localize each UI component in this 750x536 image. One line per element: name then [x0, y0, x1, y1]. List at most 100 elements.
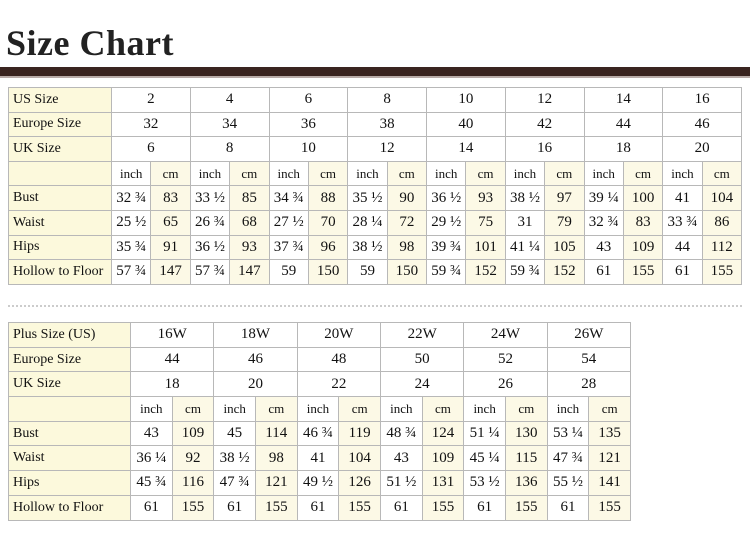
measure-cell: 35 ¾: [110, 234, 152, 261]
measure-cell: 91: [150, 234, 191, 261]
measure-cell: 121: [588, 445, 631, 472]
size-cell: 32: [111, 111, 191, 138]
measure-cell: 36 ½: [425, 185, 467, 211]
row-label: Europe Size: [8, 111, 112, 138]
unit-label: cm: [338, 396, 381, 422]
measure-cell: 61: [130, 494, 173, 521]
size-cell: 34: [189, 111, 270, 138]
measure-cell: 155: [622, 259, 664, 285]
size-cell: 16: [504, 136, 585, 162]
measure-cell: 38 ½: [347, 234, 388, 261]
unit-label: inch: [379, 396, 423, 422]
measure-cell: 45: [213, 420, 256, 447]
size-cell: 10: [426, 87, 506, 113]
unit-label: cm: [421, 396, 465, 422]
row-label: Hollow to Floor: [8, 494, 131, 521]
size-cell: 4: [189, 87, 270, 113]
unit-label: cm: [701, 160, 743, 187]
size-cell: 14: [426, 136, 506, 162]
plus-size-table: Plus Size (US) 16W 18W 20W 22W 24W 26W Europe S…: [8, 322, 631, 521]
measure-cell: 38 ½: [504, 185, 546, 211]
unit-row: inch cm inch cm inch cm inch cm inch cm inch cm: [8, 396, 631, 422]
measure-cell: 115: [504, 445, 548, 472]
measure-cell: 147: [150, 259, 191, 285]
size-row: Plus Size (US) 16W 18W 20W 22W 24W 26W: [8, 322, 631, 348]
measure-cell: 32 ¾: [583, 209, 624, 236]
measure-cell: 61: [213, 494, 256, 521]
size-cell: 44: [129, 346, 215, 373]
measure-cell: 93: [465, 185, 506, 211]
unit-label: inch: [504, 160, 546, 187]
size-cell: 14: [583, 87, 664, 113]
measure-cell: 47 ¾: [546, 445, 590, 472]
measure-cell: 27 ½: [268, 209, 309, 236]
measure-cell: 61: [546, 494, 590, 521]
measure-cell: 59: [347, 259, 388, 285]
measure-cell: 41 ¼: [504, 234, 546, 261]
unit-label: inch: [296, 396, 340, 422]
measure-cell: 131: [421, 470, 465, 496]
measure-cell: 45 ¼: [463, 445, 506, 472]
measure-cell: 44: [662, 234, 703, 261]
measure-cell: 45 ¾: [130, 470, 173, 496]
size-cell: 18: [583, 136, 664, 162]
unit-label: cm: [150, 160, 191, 187]
measure-cell: 61: [583, 259, 624, 285]
title-bar: [0, 67, 750, 76]
measure-cell: 61: [296, 494, 340, 521]
size-cell: 20: [213, 371, 298, 398]
unit-label: inch: [425, 160, 467, 187]
measure-cell: 79: [544, 209, 585, 236]
size-cell: 52: [463, 346, 548, 373]
row-label: UK Size: [8, 371, 131, 398]
measure-cell: 43: [130, 420, 173, 447]
measure-cell: 98: [254, 445, 298, 472]
measure-cell: 36 ¼: [130, 445, 173, 472]
measure-cell: 112: [701, 234, 743, 261]
measure-cell: 121: [254, 470, 298, 496]
measure-row: Hips 45 ¾ 116 47 ¾ 121 49 ½ 126 51 ½ 131 53 ½ 136 5…: [8, 470, 631, 496]
measure-cell: 155: [338, 494, 381, 521]
measure-cell: 28 ¼: [347, 209, 388, 236]
measure-row: Waist 25 ½ 65 26 ¾ 68 27 ½ 70 28 ¼ 72 29 ½ 75 31 79 3…: [8, 209, 743, 236]
size-row: Europe Size 44 46 48 50 52 54: [8, 346, 631, 373]
measure-cell: 35 ½: [347, 185, 388, 211]
measure-cell: 47 ¾: [213, 470, 256, 496]
size-cell: 26: [463, 371, 548, 398]
empty-cell: [8, 396, 131, 422]
measure-cell: 72: [386, 209, 428, 236]
size-row: UK Size 6 8 10 12 14 16 18 20: [8, 136, 742, 162]
size-row: US Size 2 4 6 8 10 12 14 16: [8, 87, 742, 113]
measure-cell: 61: [463, 494, 506, 521]
unit-label: cm: [229, 160, 270, 187]
unit-label: inch: [130, 396, 173, 422]
row-label: Waist: [8, 209, 112, 236]
measure-cell: 51 ¼: [463, 420, 506, 447]
row-label: Hips: [8, 470, 131, 496]
measure-cell: 105: [544, 234, 585, 261]
measure-cell: 126: [338, 470, 381, 496]
measure-cell: 155: [171, 494, 215, 521]
measure-cell: 104: [338, 445, 381, 472]
unit-label: cm: [254, 396, 298, 422]
measure-cell: 29 ½: [425, 209, 467, 236]
unit-label: cm: [622, 160, 664, 187]
measure-cell: 59 ¾: [425, 259, 467, 285]
row-label: Bust: [8, 185, 112, 211]
measure-cell: 55 ½: [546, 470, 590, 496]
size-cell: 12: [347, 136, 427, 162]
size-cell: 18W: [213, 322, 298, 348]
size-cell: 12: [504, 87, 585, 113]
measure-cell: 130: [504, 420, 548, 447]
measure-row: Bust 32 ¾ 83 33 ½ 85 34 ¾ 88 35 ½ 90 36 ½ 93 38 ½ 97…: [8, 185, 743, 211]
measure-cell: 32 ¾: [110, 185, 152, 211]
measure-cell: 39 ¾: [425, 234, 467, 261]
measure-cell: 119: [338, 420, 381, 447]
size-cell: 28: [546, 371, 631, 398]
row-label: Hips: [8, 234, 112, 261]
measure-cell: 155: [504, 494, 548, 521]
size-cell: 40: [426, 111, 506, 138]
measure-cell: 152: [544, 259, 585, 285]
measure-cell: 31: [504, 209, 546, 236]
